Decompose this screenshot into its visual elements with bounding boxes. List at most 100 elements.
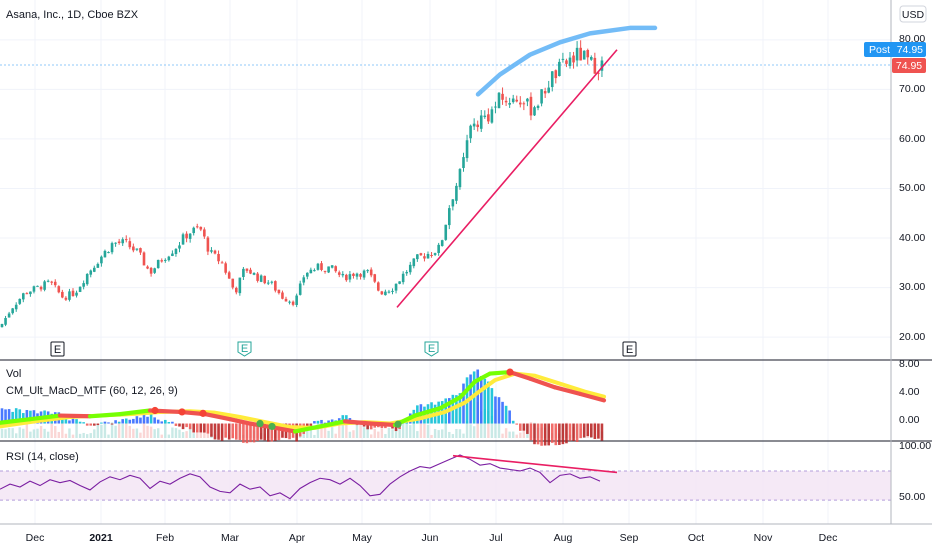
candle-body: [483, 115, 487, 117]
arc-drawing[interactable]: [475, 25, 658, 97]
candle-body: [575, 47, 579, 61]
histogram-bar: [231, 423, 235, 439]
histogram-bar: [78, 421, 82, 424]
volume-bar: [487, 410, 490, 438]
candle-body: [224, 263, 227, 273]
volume-bar: [306, 426, 309, 438]
price-tick: 50.00: [899, 182, 925, 194]
time-tick: 2021: [89, 532, 113, 544]
histogram-bar: [483, 378, 487, 424]
volume-bar: [43, 428, 46, 438]
histogram-bar: [590, 423, 593, 438]
macd-axis[interactable]: 8.00 4.00 0.00: [899, 358, 920, 426]
candle-body: [252, 272, 256, 275]
histogram-bar: [110, 423, 114, 425]
histogram-bar: [139, 417, 142, 424]
time-axis[interactable]: Dec 2021 Feb Mar Apr May Jun Jul Aug Sep…: [26, 532, 838, 544]
volume-bar: [444, 421, 447, 438]
candle-body: [291, 301, 295, 305]
candle-body: [554, 70, 558, 79]
candle-body: [185, 233, 188, 239]
candle-body: [380, 291, 384, 295]
volume-bar: [7, 428, 11, 438]
histogram-bar: [543, 423, 547, 446]
histogram-bar: [501, 401, 504, 424]
volume-bar: [114, 425, 117, 438]
volume-bar: [522, 428, 526, 438]
candle-body: [89, 270, 93, 275]
svg-text:74.95: 74.95: [896, 60, 922, 72]
candle-body: [171, 253, 174, 257]
candle-body: [426, 253, 430, 259]
histogram-bar: [320, 419, 323, 424]
volume-bar: [93, 429, 96, 438]
histogram-bar: [227, 423, 231, 440]
candle-body: [316, 263, 320, 270]
volume-bar: [465, 421, 469, 438]
rsi-divergence-line[interactable]: [452, 454, 618, 474]
histogram-bar: [579, 423, 582, 439]
volume-bar: [515, 434, 518, 438]
candle-body: [472, 123, 476, 127]
trendline[interactable]: [396, 49, 618, 308]
candle-body: [61, 291, 64, 298]
rsi-axis[interactable]: 100.00 50.00: [899, 440, 931, 503]
volume-bar: [394, 427, 398, 438]
candle-body: [526, 98, 529, 102]
histogram-bar: [554, 423, 558, 446]
histogram-bar: [277, 423, 281, 441]
histogram-bar: [100, 422, 103, 424]
candle-body: [64, 297, 68, 300]
volume-bar: [103, 422, 107, 438]
macd-fast-line: [272, 425, 298, 434]
volume-bar: [458, 429, 462, 438]
candle-body: [206, 237, 210, 252]
post-price-badge[interactable]: Post 74.95: [864, 42, 926, 57]
volume-bar: [320, 423, 323, 438]
histogram-bar: [71, 418, 75, 424]
histogram-bar: [274, 423, 277, 441]
candle-body: [135, 248, 139, 250]
price-tick: 30.00: [899, 281, 925, 293]
volume-bar: [89, 433, 92, 438]
histogram-bar: [423, 406, 426, 424]
volume-bar: [455, 428, 458, 438]
volume-bar: [345, 424, 348, 438]
histogram-bar: [0, 408, 4, 424]
histogram-bar: [103, 421, 107, 424]
earnings-marker[interactable]: E: [622, 341, 637, 357]
volume-bar: [149, 426, 153, 438]
candle-body: [114, 242, 117, 244]
histogram-bar: [224, 423, 227, 438]
histogram-bar: [149, 413, 153, 424]
currency-badge[interactable]: USD: [899, 5, 927, 23]
candle-body: [231, 278, 235, 288]
candle-body: [373, 274, 377, 282]
macd-fast-line: [342, 419, 373, 426]
histogram-bar: [394, 423, 398, 432]
volume-bar: [82, 432, 85, 438]
candle-body: [295, 295, 298, 305]
histogram-bar: [327, 420, 330, 424]
volume-bar: [472, 426, 476, 438]
candle-body: [121, 239, 124, 244]
earnings-marker[interactable]: E: [237, 341, 252, 357]
volume-bar: [203, 429, 206, 438]
price-axis[interactable]: 80.00 70.00 60.00 50.00 40.00 30.00 20.0…: [899, 33, 925, 343]
volume-bar: [359, 421, 362, 438]
candle-body: [50, 281, 53, 283]
histogram-bar: [185, 423, 188, 428]
histogram-bar: [306, 423, 309, 428]
macd-fast-line: [0, 417, 33, 425]
macd-fast-line: [57, 413, 93, 419]
macd-lines: [0, 368, 607, 434]
last-price-badge[interactable]: 74.95: [892, 58, 926, 73]
volume-bar: [160, 434, 163, 438]
time-tick: Oct: [688, 532, 704, 544]
earnings-marker[interactable]: E: [424, 341, 439, 357]
histogram-bar: [369, 423, 373, 430]
time-tick: May: [352, 532, 373, 544]
candle-body: [117, 241, 121, 243]
earnings-marker[interactable]: E: [50, 341, 65, 357]
